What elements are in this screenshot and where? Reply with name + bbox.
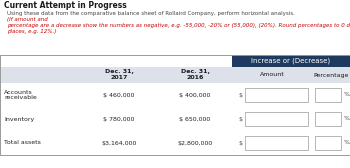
Bar (0, 55, 350, 155)
Text: Current Attempt in Progress: Current Attempt in Progress (4, 1, 127, 10)
Text: $ 780,000: $ 780,000 (103, 116, 135, 121)
Text: Dec. 31,
2016: Dec. 31, 2016 (181, 69, 209, 80)
Bar (312, 55, 313, 155)
Bar (315, 88, 341, 102)
Text: Percentage: Percentage (313, 73, 349, 77)
Text: percentage are a decrease show the numbers as negative, e.g. -55,000, -20% or (5: percentage are a decrease show the numbe… (7, 23, 350, 28)
Text: Using these data from the comparative balance sheet of Rollaird Company, perform: Using these data from the comparative ba… (7, 10, 316, 15)
Bar (315, 136, 341, 150)
Text: $: $ (238, 93, 242, 97)
Text: $: $ (238, 140, 242, 145)
Text: (If amount and: (If amount and (7, 17, 48, 23)
Bar (312, 82, 350, 83)
Bar (0, 131, 350, 155)
Text: $ 650,000: $ 650,000 (179, 116, 211, 121)
Bar (245, 88, 308, 102)
Bar (158, 55, 159, 155)
Text: $ 460,000: $ 460,000 (103, 93, 135, 97)
Text: $2,800,000: $2,800,000 (177, 140, 213, 145)
Text: %: % (344, 93, 350, 97)
Bar (232, 55, 350, 67)
Text: places, e.g. 12%.): places, e.g. 12%.) (7, 29, 56, 33)
Text: Amount: Amount (260, 73, 284, 77)
Bar (245, 112, 308, 126)
Text: Accounts
receivable: Accounts receivable (4, 90, 37, 100)
Text: Inventory: Inventory (4, 116, 34, 121)
Text: %: % (344, 116, 350, 121)
Bar (0, 107, 350, 131)
Text: Dec. 31,
2017: Dec. 31, 2017 (105, 69, 133, 80)
Text: $ 400,000: $ 400,000 (179, 93, 211, 97)
Bar (232, 82, 312, 83)
Text: (If amount and percentage are a decrease show the numbers as negative, e.g. -55,: (If amount and percentage are a decrease… (7, 14, 350, 19)
Text: Using these data from the comparative balance sheet of Rollaird Company, perform: Using these data from the comparative ba… (7, 11, 297, 16)
Bar (0, 55, 350, 155)
Text: %: % (344, 140, 350, 145)
Text: $: $ (238, 116, 242, 121)
Text: Current Attempt in Progress: Current Attempt in Progress (4, 1, 127, 10)
Bar (0, 67, 350, 83)
Bar (0, 55, 350, 67)
Bar (0, 83, 350, 107)
Bar (0, 0, 350, 54)
Text: Total assets: Total assets (4, 140, 41, 145)
Bar (245, 136, 308, 150)
Text: Increase or (Decrease): Increase or (Decrease) (251, 58, 330, 64)
Bar (315, 112, 341, 126)
Text: $3,164,000: $3,164,000 (101, 140, 137, 145)
